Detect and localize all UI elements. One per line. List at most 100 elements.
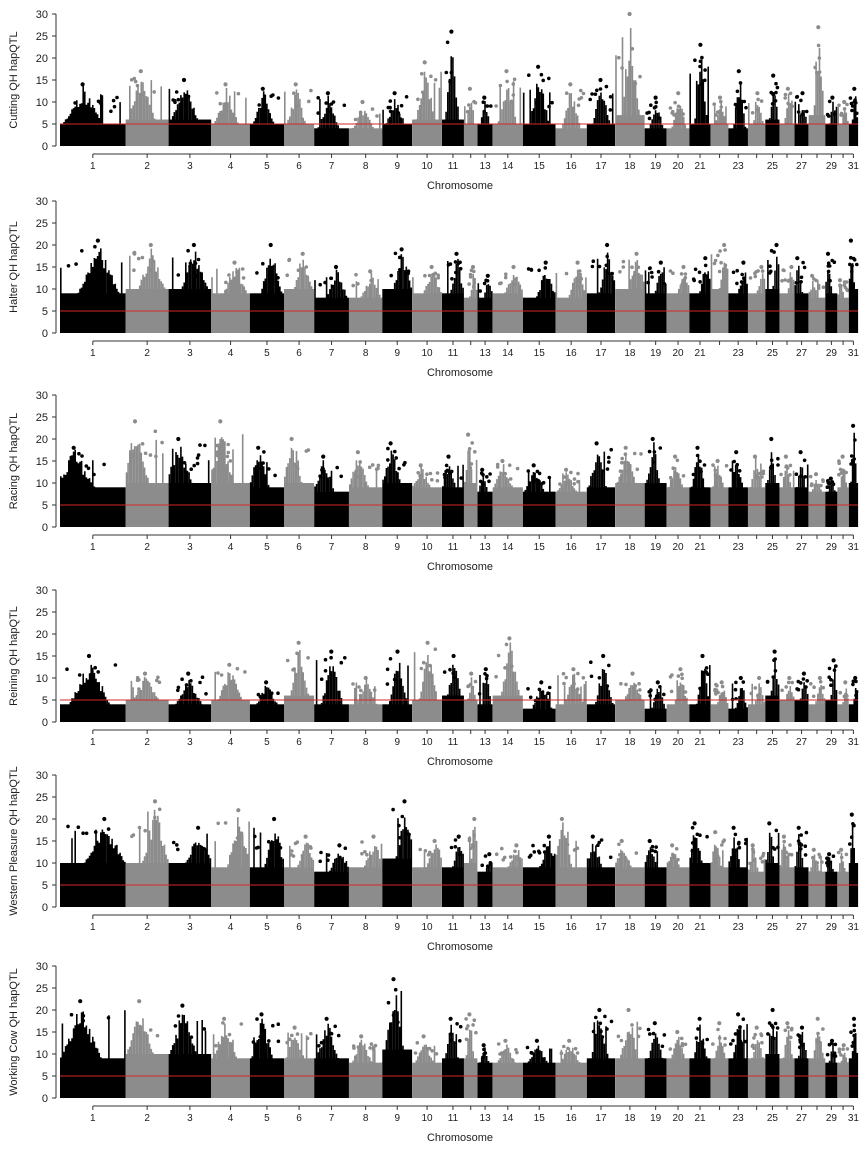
data-point — [637, 681, 641, 686]
data-point — [575, 285, 580, 289]
data-point — [537, 849, 541, 854]
x-tick-label: 13 — [480, 542, 492, 553]
x-tick-label: 6 — [296, 737, 302, 748]
data-point — [445, 468, 450, 473]
data-point — [543, 266, 548, 270]
data-point — [184, 683, 189, 687]
data-point — [487, 479, 491, 484]
data-point — [591, 1029, 596, 1034]
data-point — [799, 98, 803, 103]
data-point — [392, 677, 397, 682]
data-point — [542, 843, 547, 848]
data-point — [776, 463, 780, 467]
x-tick-label: 1 — [90, 348, 96, 359]
peak-point — [571, 667, 576, 672]
data-point — [680, 672, 684, 677]
data-point — [371, 1047, 376, 1052]
data-point — [196, 453, 201, 457]
data-point — [813, 65, 817, 70]
data-point — [195, 461, 200, 466]
data-point — [376, 463, 381, 468]
peak-point — [670, 843, 675, 848]
data-point — [433, 647, 438, 651]
peak-point — [700, 653, 705, 659]
peak-point — [467, 1012, 472, 1017]
peak-point — [795, 256, 800, 261]
data-point — [153, 815, 157, 820]
data-point — [774, 81, 778, 86]
x-tick-label: 10 — [421, 737, 433, 748]
chromosome-26-signal — [779, 1030, 795, 1098]
data-point — [680, 676, 684, 681]
data-point — [839, 471, 844, 475]
chromosome-8-signal — [349, 272, 383, 333]
data-point — [783, 92, 788, 97]
data-point — [484, 676, 489, 681]
x-tick-label: 6 — [296, 542, 302, 553]
data-point — [702, 463, 707, 467]
peak-point — [289, 436, 294, 442]
data-point — [759, 99, 764, 103]
x-tick-label: 1 — [90, 161, 96, 172]
data-point — [295, 1032, 300, 1036]
data-point — [326, 853, 331, 857]
data-point — [597, 264, 602, 269]
data-point — [137, 825, 142, 830]
peak-point — [655, 680, 660, 685]
data-point — [270, 266, 275, 271]
peak-point — [713, 830, 718, 835]
data-point — [597, 676, 602, 680]
peak-point — [303, 834, 308, 839]
peak-point — [770, 1007, 775, 1013]
data-point — [624, 857, 628, 861]
data-point — [788, 463, 793, 468]
peak-point — [738, 675, 743, 681]
chromosome-9-signal — [382, 662, 413, 722]
data-point — [77, 451, 81, 456]
x-tick-label: 1 — [90, 1113, 96, 1124]
data-point — [617, 853, 622, 857]
data-point — [851, 679, 856, 684]
data-point — [673, 100, 677, 105]
data-point — [189, 1035, 194, 1039]
data-point — [504, 642, 509, 647]
data-point — [480, 863, 485, 868]
data-point — [393, 987, 398, 992]
peak-point — [741, 260, 746, 265]
data-point — [624, 682, 628, 687]
data-point — [76, 825, 81, 829]
data-point — [630, 1023, 634, 1027]
data-point — [737, 469, 742, 473]
peak-point — [567, 1038, 572, 1043]
x-tick-label: 17 — [595, 542, 607, 553]
data-point — [533, 479, 537, 483]
peak-point — [619, 838, 624, 844]
peak-point — [451, 653, 456, 659]
x-tick-label: 19 — [650, 737, 662, 748]
peak-point — [787, 675, 792, 681]
data-point — [616, 1034, 621, 1039]
data-point — [849, 454, 854, 458]
x-tick-label: 16 — [566, 922, 578, 933]
data-point — [328, 1031, 333, 1036]
data-point — [226, 442, 230, 447]
chromosome-7-signal — [314, 95, 349, 146]
peak-point — [337, 843, 342, 848]
data-point — [485, 475, 489, 479]
data-point — [849, 255, 853, 260]
chromosome-24-signal — [748, 1040, 766, 1098]
data-point — [271, 1023, 275, 1028]
x-tick-label: 29 — [826, 737, 838, 748]
data-point — [482, 1047, 486, 1052]
data-point — [825, 485, 830, 490]
data-point — [93, 244, 97, 249]
data-point — [224, 280, 228, 285]
x-tick-label: 31 — [848, 737, 860, 748]
peak-point — [78, 999, 83, 1004]
peak-point — [148, 242, 153, 248]
data-point — [760, 475, 764, 479]
data-point — [81, 831, 85, 835]
data-point — [471, 284, 476, 289]
data-point — [450, 277, 454, 281]
data-point — [718, 249, 722, 253]
